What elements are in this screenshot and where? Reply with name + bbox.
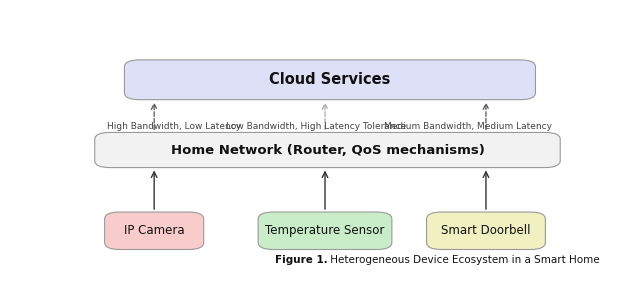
Text: Heterogeneous Device Ecosystem in a Smart Home: Heterogeneous Device Ecosystem in a Smar… [328,255,600,265]
FancyBboxPatch shape [258,212,392,250]
Text: Smart Doorbell: Smart Doorbell [441,224,531,237]
Text: Temperature Sensor: Temperature Sensor [265,224,385,237]
Text: Figure 1.: Figure 1. [275,255,328,265]
FancyBboxPatch shape [95,133,560,168]
FancyBboxPatch shape [105,212,204,250]
Text: Home Network (Router, QoS mechanisms): Home Network (Router, QoS mechanisms) [171,143,484,157]
Text: IP Camera: IP Camera [124,224,185,237]
Text: Low Bandwidth, High Latency Tolerance: Low Bandwidth, High Latency Tolerance [226,122,406,131]
Text: Medium Bandwidth, Medium Latency: Medium Bandwidth, Medium Latency [385,122,553,131]
Text: Cloud Services: Cloud Services [269,72,390,87]
FancyBboxPatch shape [427,212,546,250]
Text: High Bandwidth, Low Latency: High Bandwidth, Low Latency [107,122,242,131]
FancyBboxPatch shape [125,60,535,100]
